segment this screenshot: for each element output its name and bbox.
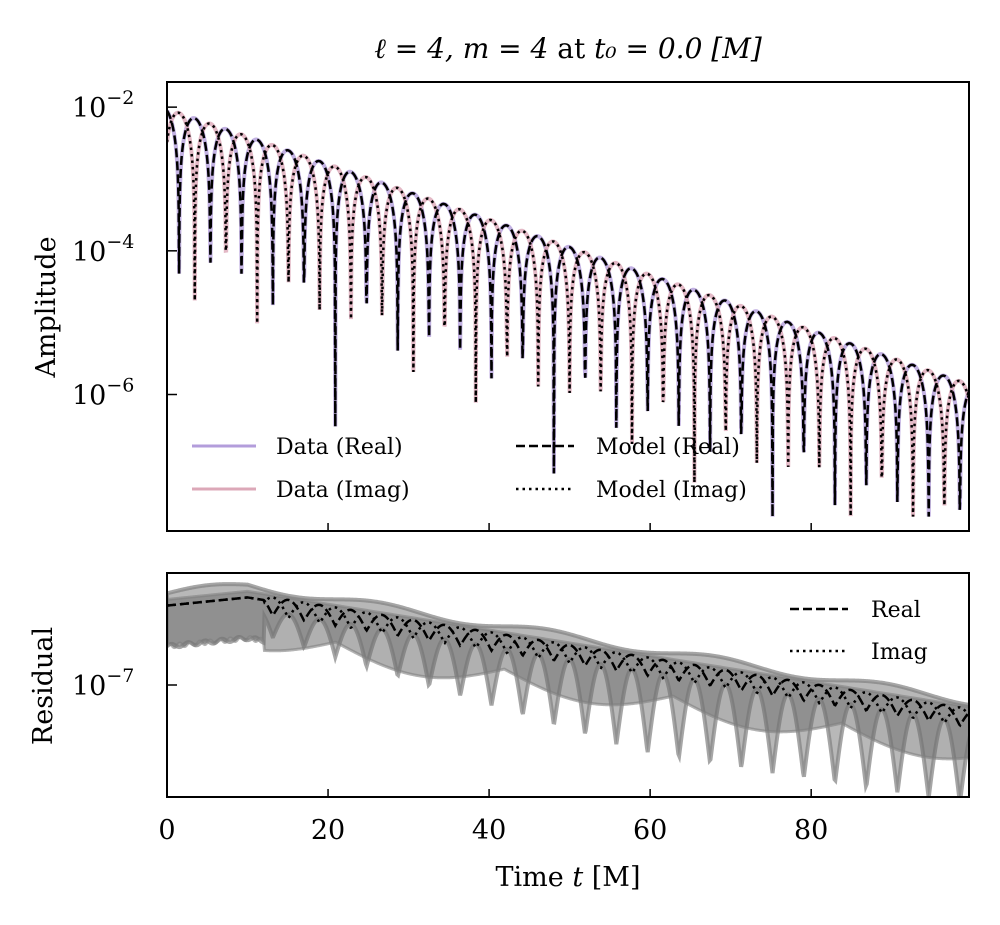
series-model-imag	[167, 111, 969, 517]
legend-item-data-imag: Data (Imag)	[192, 478, 410, 503]
y-axis-label-residual: Residual	[28, 627, 59, 745]
chart-title: ℓ = 4, m = 4 at t₀ = 0.0 [M]	[374, 32, 762, 65]
legend-item-data-real: Data (Real)	[192, 435, 403, 460]
top-plot-area	[167, 109, 969, 517]
legend-label-data-imag: Data (Imag)	[276, 478, 410, 503]
legend-label-real: Real	[871, 598, 921, 623]
legend-item-model-real: Model (Real)	[516, 435, 740, 460]
top-y-tick-label: 10−6	[72, 375, 134, 412]
legend-label-model-real: Model (Real)	[596, 435, 740, 460]
legend-label-data-real: Data (Real)	[276, 435, 403, 460]
top-y-tick-label: 10−2	[72, 87, 134, 124]
top-axes-frame	[166, 81, 970, 532]
legend-label-model-imag: Model (Imag)	[596, 478, 747, 503]
top-panel: 10−2 10−4 10−6 Amplitude Data (Real) Data …	[31, 81, 970, 532]
top-y-tick-label: 10−4	[72, 231, 134, 268]
series-residual-imag	[167, 596, 969, 725]
bottom-panel: 0 20 40 60 80 10−7 Residual Time t [M] Real I…	[28, 572, 970, 893]
legend-item-imag: Imag	[790, 640, 928, 665]
bottom-x-tick-label: 80	[794, 815, 828, 846]
bottom-x-tick-label: 0	[158, 815, 175, 846]
bottom-legend: Real Imag	[790, 598, 928, 665]
series-residual-real	[167, 596, 969, 728]
top-legend: Data (Real) Data (Imag) Model (Real) Mod…	[192, 435, 747, 503]
legend-label-imag: Imag	[871, 640, 928, 665]
bottom-ticks: 0 20 40 60 80 10−7	[72, 665, 828, 846]
bottom-x-tick-label: 60	[633, 815, 667, 846]
legend-item-model-imag: Model (Imag)	[516, 478, 747, 503]
bottom-x-tick-label: 40	[472, 815, 506, 846]
bottom-plot-area	[167, 582, 969, 797]
x-axis-label-time: Time t [M]	[496, 862, 641, 893]
y-axis-label-amplitude: Amplitude	[31, 236, 62, 378]
top-ticks: 10−2 10−4 10−6	[72, 87, 812, 531]
bottom-x-tick-label: 20	[311, 815, 345, 846]
residual-band-dark	[167, 589, 969, 761]
legend-item-real: Real	[790, 598, 921, 623]
bottom-y-tick-label: 10−7	[72, 665, 134, 702]
series-model-real	[167, 110, 969, 517]
